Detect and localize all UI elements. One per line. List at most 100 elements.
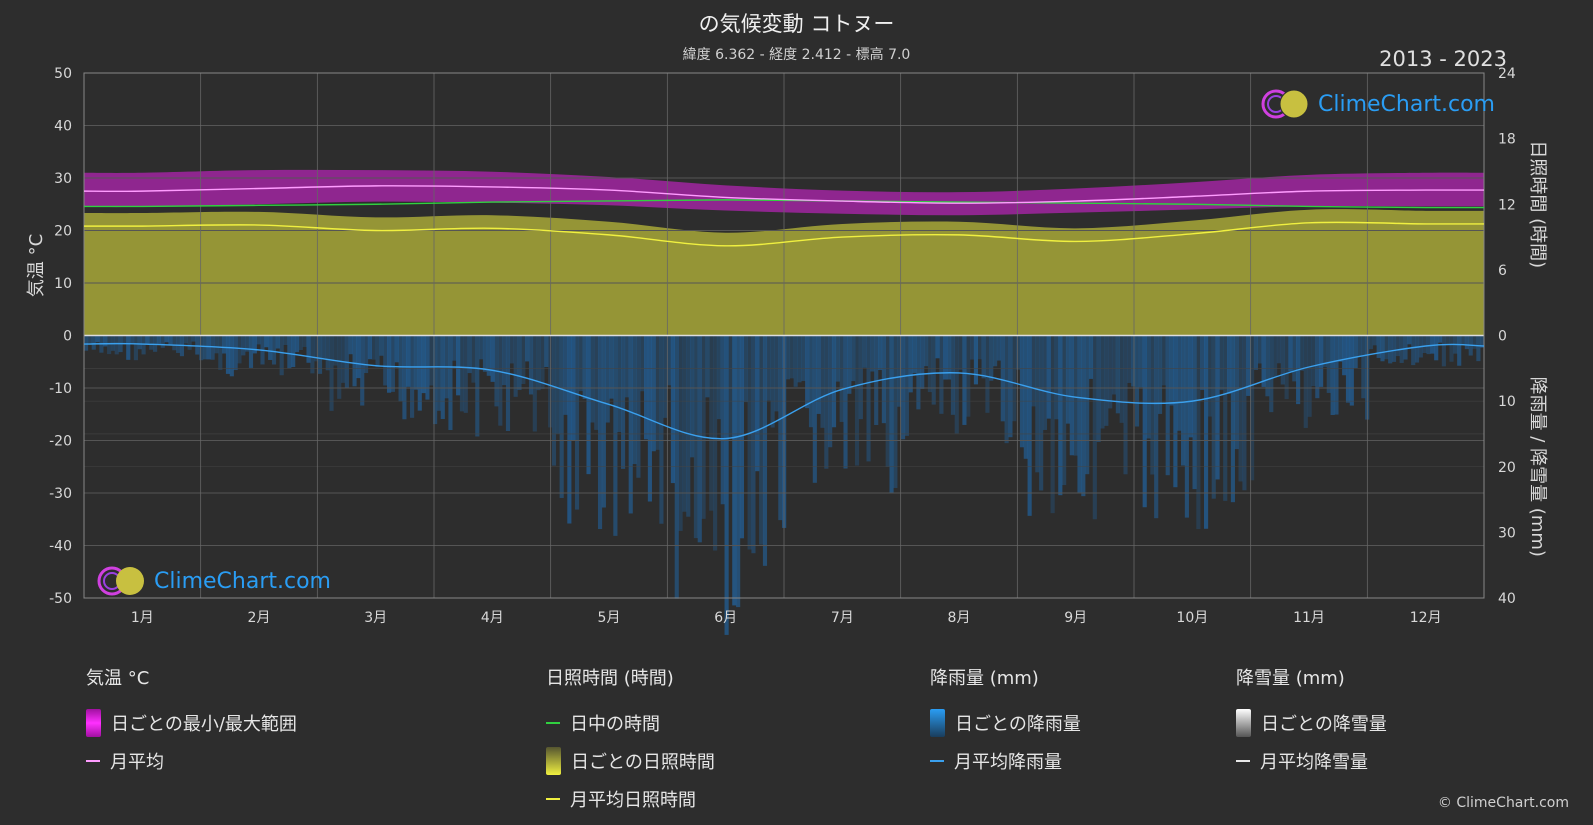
rain-daily-bar (1062, 335, 1067, 486)
rain-daily-bar (904, 335, 909, 436)
rain-daily-bar (509, 335, 514, 364)
rain-daily-bar (1146, 335, 1151, 439)
rain-daily-bar (532, 335, 537, 432)
rain-daily-bar (525, 335, 530, 362)
rain-daily-bar (1161, 335, 1166, 386)
logo-top[interactable]: ClimeChart.com (1260, 88, 1495, 120)
rain-daily-bar (1039, 335, 1044, 491)
rain-daily-bar (1180, 335, 1186, 466)
rain-daily-bar (1250, 335, 1255, 481)
rain-daily-bar (233, 335, 238, 371)
rain-daily-bar (329, 335, 334, 411)
rain-daily-bar (429, 335, 434, 386)
temp-avg-swatch (86, 760, 100, 762)
logo-bottom[interactable]: ClimeChart.com (96, 565, 331, 597)
month-tick-label: 6月 (714, 610, 737, 626)
rain-daily-bar (739, 335, 745, 539)
right-tick-label-sunshine: 0 (1498, 329, 1507, 345)
rain-daily-bar (1349, 335, 1354, 406)
rain-daily-bar (1211, 335, 1216, 499)
rain-daily-bar (1395, 335, 1400, 357)
rain-daily-bar (1104, 335, 1109, 426)
rain-daily-bar (1192, 335, 1197, 490)
rain-daily-bar (831, 335, 837, 428)
rain-daily-bar (133, 335, 138, 361)
rain-daily-bar (1284, 335, 1289, 400)
rain-daily-bar (421, 335, 426, 394)
rain-daily-bar (222, 335, 227, 354)
rain-daily-bar (1123, 335, 1128, 475)
rain-daily-bar (1207, 335, 1212, 417)
rain-daily-bar (981, 335, 986, 379)
left-tick-label: 20 (54, 224, 72, 240)
right-tick-label-rain: 10 (1498, 394, 1516, 410)
rain-daily-bar (1265, 335, 1270, 397)
rain-daily-bar (1384, 335, 1389, 360)
legend-label: 日ごとの最小/最大範囲 (111, 714, 297, 735)
rain-daily-bar (1142, 335, 1147, 508)
rain-daily-bar (1023, 335, 1028, 459)
month-tick-label: 7月 (831, 610, 854, 626)
rain-daily-bar (482, 335, 488, 372)
rain-daily-bar (1154, 335, 1159, 519)
rain-daily-bar (674, 335, 679, 599)
month-tick-label: 11月 (1293, 610, 1325, 626)
rain-daily-bar (555, 335, 560, 434)
rain-daily-bar (1376, 335, 1381, 358)
rain-daily-bar (597, 335, 603, 530)
rain-daily-bar (851, 335, 856, 382)
rain-daily-bar (1464, 335, 1469, 350)
rain-daily-bar (578, 335, 583, 392)
rain-daily-bar (183, 335, 188, 344)
rain-daily-bar (1430, 335, 1435, 354)
legend-snow: 降雪量 (mm) 日ごとの降雪量 月平均降雪量 (1236, 664, 1387, 780)
rain-daily-bar (164, 335, 169, 343)
rain-daily-bar (1227, 335, 1232, 394)
rain-daily-bar (816, 335, 821, 414)
rain-daily-bar (709, 335, 714, 511)
legend-temperature: 気温 °C 日ごとの最小/最大範囲 月平均 (86, 664, 297, 780)
rain-daily-bar (394, 335, 399, 363)
rain-daily-bar (1054, 335, 1059, 420)
snow-daily-swatch (1236, 709, 1251, 737)
rain-daily-bar (1042, 335, 1048, 430)
rain-daily-bar (337, 335, 342, 399)
rain-daily-bar (1016, 335, 1021, 370)
rain-daily-bar (1138, 335, 1143, 388)
rain-daily-bar (298, 335, 303, 351)
rain-daily-bar (1173, 335, 1178, 488)
rain-daily-bar (390, 335, 395, 392)
rain-daily-bar (713, 335, 718, 551)
rain-daily-bar (206, 335, 211, 360)
rain-daily-bar (1315, 335, 1320, 399)
rain-daily-bar (927, 335, 932, 393)
rain-daily-bar (544, 335, 549, 367)
rain-daily-bar (149, 335, 154, 350)
rain-daily-bar (1184, 335, 1189, 518)
rain-daily-bar (1200, 335, 1205, 390)
rain-daily-bar (651, 335, 656, 452)
rain-daily-bar (916, 335, 921, 410)
rain-daily-bar (1188, 335, 1193, 438)
rain-daily-bar (1088, 335, 1094, 379)
rain-daily-bar (586, 335, 591, 475)
logo-text: ClimeChart.com (1318, 91, 1495, 117)
rain-daily-bar (647, 335, 652, 502)
rain-daily-bar (141, 335, 146, 355)
rain-daily-bar (736, 335, 741, 608)
temp-range-swatch (86, 709, 101, 737)
rain-daily-bar (475, 335, 480, 437)
rain-daily-bar (785, 335, 791, 380)
rain-daily-bar (1215, 335, 1220, 480)
rain-daily-bar (1196, 335, 1201, 530)
month-tick-label: 1月 (131, 610, 154, 626)
rain-daily-bar (191, 335, 196, 342)
rain-daily-bar (1234, 335, 1239, 450)
rain-daily-bar (893, 335, 898, 488)
rain-daily-bar (1065, 335, 1071, 424)
rain-daily-bar (1292, 335, 1297, 382)
right-tick-label-sunshine: 12 (1498, 197, 1516, 213)
rain-daily-bar (356, 335, 361, 379)
rain-daily-bar (168, 335, 173, 346)
rain-daily-bar (1345, 335, 1351, 403)
